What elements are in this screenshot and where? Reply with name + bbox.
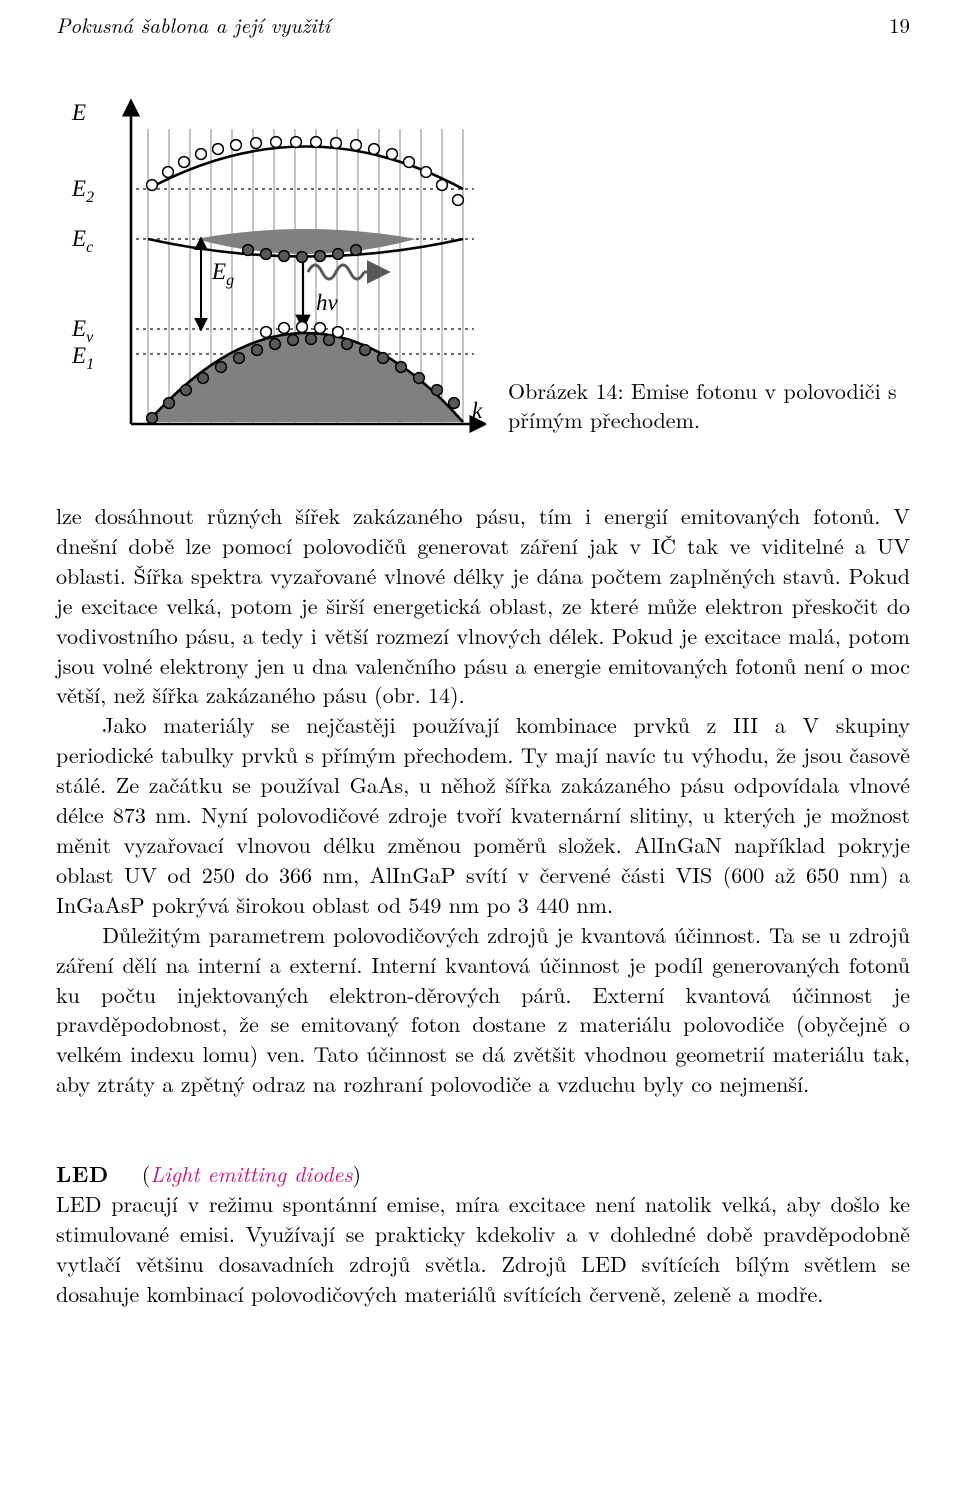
figure-row: E E2 Ec EvE1 Eg hν k Obrázek 14: Emise fotonu …: [56, 74, 910, 449]
svg-text:Ev: Ev: [71, 316, 94, 346]
led-section: LED (Light emitting diodes) LED pracují …: [56, 1159, 910, 1309]
led-body: LED pracují v režimu spontánní emise, mí…: [56, 1189, 910, 1309]
paragraph-2: Jako materiály se nejčastěji používají k…: [56, 710, 910, 919]
paragraph-3: Důležitým parametrem polovodičových zdro…: [56, 920, 910, 1099]
svg-text:E1: E1: [71, 343, 94, 373]
led-heading-paren: (Light emitting diodes): [142, 1158, 361, 1189]
figure-caption-prefix: Obrázek 14:: [508, 375, 631, 406]
led-heading-bold: LED: [56, 1158, 109, 1189]
section-gap: [56, 1099, 910, 1159]
svg-text:hν: hν: [316, 290, 339, 315]
body-text: lze dosáhnout různých šířek zakázaného p…: [56, 501, 910, 1099]
svg-text:Eg: Eg: [211, 259, 234, 289]
running-title: Pokusná šablona a její využití: [56, 10, 330, 40]
figure-caption: Obrázek 14: Emise fotonu v polovodiči s …: [508, 376, 910, 449]
svg-text:Ec: Ec: [71, 226, 93, 256]
paragraph-1: lze dosáhnout různých šířek zakázaného p…: [56, 501, 910, 710]
page: Pokusná šablona a její využití 19 EE2EcE…: [0, 0, 960, 1503]
svg-text:E2: E2: [71, 176, 94, 206]
page-number: 19: [889, 10, 910, 40]
running-header: Pokusná šablona a její využití 19: [56, 10, 910, 40]
svg-text:E: E: [71, 100, 86, 125]
band-diagram: E E2 Ec EvE1 Eg hν k: [56, 74, 486, 449]
svg-text:k: k: [472, 398, 483, 423]
led-heading-italic: Light emitting diodes: [150, 1158, 352, 1189]
led-heading: LED (Light emitting diodes): [56, 1159, 910, 1189]
